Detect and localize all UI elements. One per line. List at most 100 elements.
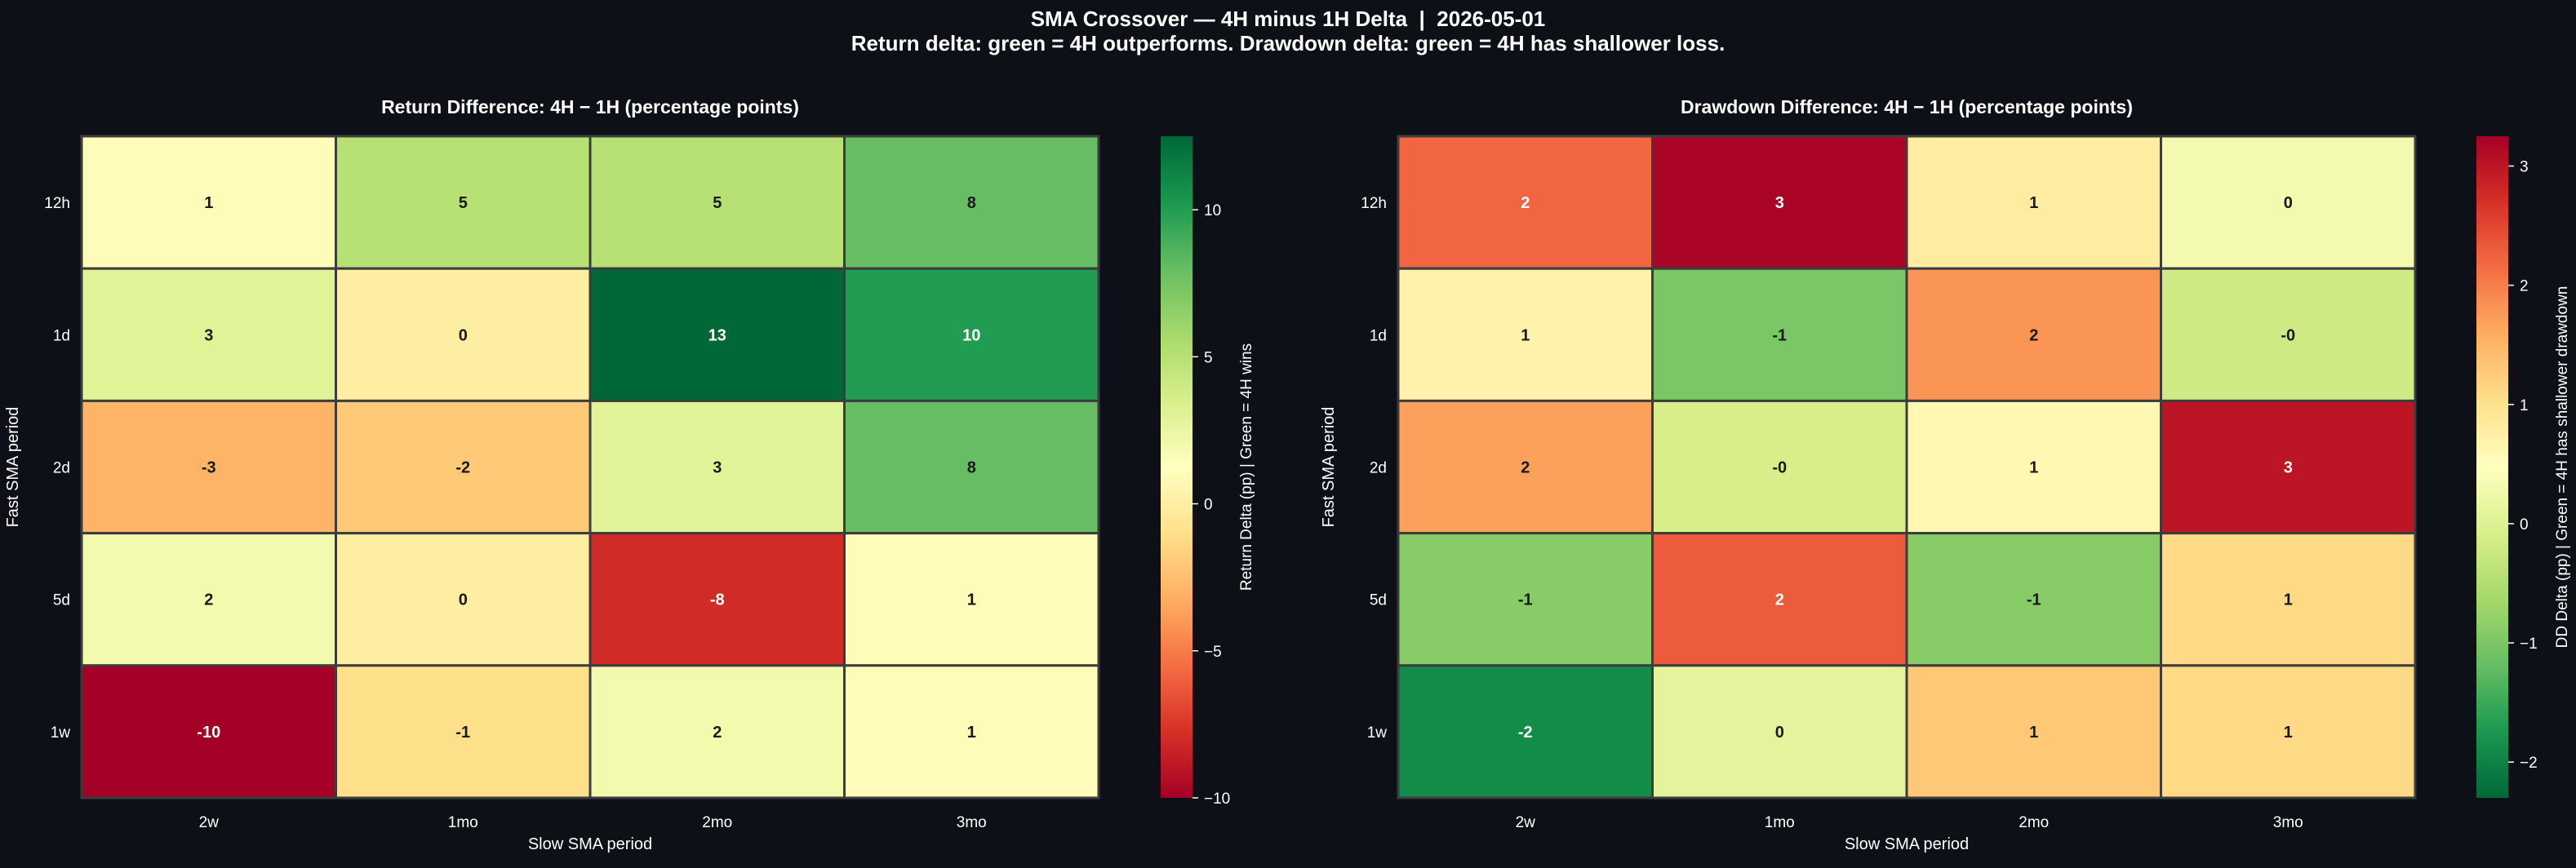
colorbar-tick-label: 0 bbox=[1204, 497, 1213, 514]
cell-value-label: 2 bbox=[1521, 194, 1530, 212]
x-tick-label: 2mo bbox=[2019, 814, 2049, 831]
cell-value-label: 0 bbox=[459, 591, 468, 609]
panel-title: Return Difference: 4H − 1H (percentage p… bbox=[381, 96, 799, 117]
cell-value-label: 2 bbox=[1775, 591, 1784, 609]
heatmap-cell bbox=[80, 399, 337, 535]
cell-value-label: 5 bbox=[459, 194, 468, 212]
colorbar-tick-label: 5 bbox=[1204, 349, 1213, 366]
heatmap-cell bbox=[1397, 135, 1654, 270]
y-tick-label: 1d bbox=[1370, 327, 1387, 344]
y-tick-label: 5d bbox=[1370, 592, 1387, 609]
x-tick-label: 3mo bbox=[2273, 814, 2303, 831]
heatmap-cell bbox=[843, 664, 1100, 799]
cell-value-label: 1 bbox=[2029, 724, 2038, 742]
heatmap-cell bbox=[1905, 399, 2162, 535]
heatmap-cell bbox=[1651, 532, 1908, 667]
cell-value-label: -1 bbox=[455, 724, 470, 742]
cell-value-label: -0 bbox=[2281, 326, 2295, 344]
cell-value-label: 1 bbox=[967, 591, 976, 609]
cell-value-label: 1 bbox=[2029, 459, 2038, 477]
x-tick-label: 2w bbox=[1516, 814, 1536, 831]
cell-value-label: 2 bbox=[713, 724, 722, 742]
heatmap-cell bbox=[588, 267, 846, 402]
heatmap-cell bbox=[588, 135, 846, 270]
heatmap-cell bbox=[2160, 135, 2417, 270]
cell-value-label: 1 bbox=[967, 724, 976, 742]
y-tick-label: 2d bbox=[53, 460, 70, 477]
colorbar-tick-label: 1 bbox=[2520, 397, 2529, 414]
heatmap-cell bbox=[588, 664, 846, 799]
colorbar-tick-label: −10 bbox=[1204, 790, 1230, 808]
heatmap-cell bbox=[843, 135, 1100, 270]
heatmap-cell bbox=[843, 399, 1100, 535]
heatmap-cell bbox=[843, 267, 1100, 402]
colorbar-tick-label: −1 bbox=[2520, 636, 2538, 653]
heatmap-cell bbox=[335, 399, 592, 535]
cell-value-label: 1 bbox=[2284, 724, 2293, 742]
cell-value-label: 1 bbox=[1521, 326, 1530, 344]
heatmap-cell bbox=[588, 399, 846, 535]
y-tick-label: 12h bbox=[44, 195, 70, 212]
cell-value-label: 1 bbox=[2284, 591, 2293, 609]
cell-value-label: -2 bbox=[1518, 724, 1533, 742]
cell-value-label: -1 bbox=[2027, 591, 2041, 609]
heatmap-cell bbox=[2160, 664, 2417, 799]
cell-value-label: 2 bbox=[2029, 326, 2038, 344]
cell-value-label: 0 bbox=[2284, 194, 2293, 212]
cell-value-label: 5 bbox=[713, 194, 722, 212]
x-tick-label: 1mo bbox=[448, 814, 478, 831]
y-tick-label: 1w bbox=[51, 724, 71, 742]
y-axis-label: Fast SMA period bbox=[1320, 407, 1338, 528]
y-tick-label: 1w bbox=[1367, 724, 1388, 742]
cell-value-label: -3 bbox=[202, 459, 216, 477]
colorbar-tick-label: −5 bbox=[1204, 644, 1222, 661]
x-tick-label: 1mo bbox=[1765, 814, 1795, 831]
cell-value-label: -0 bbox=[1772, 459, 1787, 477]
heatmap-cell bbox=[1397, 399, 1654, 535]
cell-value-label: -1 bbox=[1772, 326, 1787, 344]
heatmap-cell bbox=[1651, 399, 1908, 535]
heatmap-cell bbox=[2160, 399, 2417, 535]
cell-value-label: 2 bbox=[204, 591, 213, 609]
cell-value-label: 3 bbox=[1775, 194, 1784, 212]
x-tick-label: 3mo bbox=[957, 814, 987, 831]
heatmap-cell bbox=[80, 267, 337, 402]
colorbar-tick-label: −2 bbox=[2520, 755, 2538, 772]
x-axis-label: Slow SMA period bbox=[1845, 835, 1969, 853]
x-tick-label: 2w bbox=[199, 814, 220, 831]
cell-value-label: -2 bbox=[455, 459, 470, 477]
heatmap-panel-1: Return Difference: 4H − 1H (percentage p… bbox=[4, 96, 1255, 853]
cell-value-label: -8 bbox=[710, 591, 725, 609]
heatmap-cell bbox=[335, 267, 592, 402]
cell-value-label: 2 bbox=[1521, 459, 1530, 477]
heatmap-cell bbox=[1905, 532, 2162, 667]
cell-value-label: 0 bbox=[459, 326, 468, 344]
y-tick-label: 1d bbox=[53, 327, 70, 344]
cell-value-label: -1 bbox=[1518, 591, 1533, 609]
x-tick-label: 2mo bbox=[702, 814, 732, 831]
cell-value-label: 10 bbox=[962, 326, 980, 344]
heatmap-cell bbox=[843, 532, 1100, 667]
colorbar bbox=[2476, 136, 2508, 798]
y-tick-label: 12h bbox=[1361, 195, 1387, 212]
cell-value-label: 1 bbox=[204, 194, 213, 212]
heatmap-cell bbox=[335, 135, 592, 270]
heatmap-cell bbox=[80, 664, 337, 799]
cell-value-label: 0 bbox=[1775, 724, 1784, 742]
cell-value-label: 3 bbox=[2284, 459, 2293, 477]
cell-value-label: -10 bbox=[197, 724, 220, 742]
y-tick-label: 5d bbox=[53, 592, 70, 609]
x-axis-label: Slow SMA period bbox=[528, 835, 652, 853]
colorbar-label: Return Delta (pp) | Green = 4H wins bbox=[1238, 343, 1255, 591]
y-axis-label: Fast SMA period bbox=[4, 407, 22, 528]
colorbar-tick-label: 3 bbox=[2520, 159, 2529, 176]
cell-value-label: 8 bbox=[967, 459, 976, 477]
panel-title: Drawdown Difference: 4H − 1H (percentage… bbox=[1681, 96, 2133, 117]
colorbar-tick-label: 2 bbox=[2520, 278, 2529, 295]
cell-value-label: 3 bbox=[204, 326, 213, 344]
colorbar-tick-label: 0 bbox=[2520, 516, 2529, 534]
cell-value-label: 3 bbox=[713, 459, 722, 477]
cell-value-label: 8 bbox=[967, 194, 976, 212]
heatmap-cell bbox=[1905, 664, 2162, 799]
